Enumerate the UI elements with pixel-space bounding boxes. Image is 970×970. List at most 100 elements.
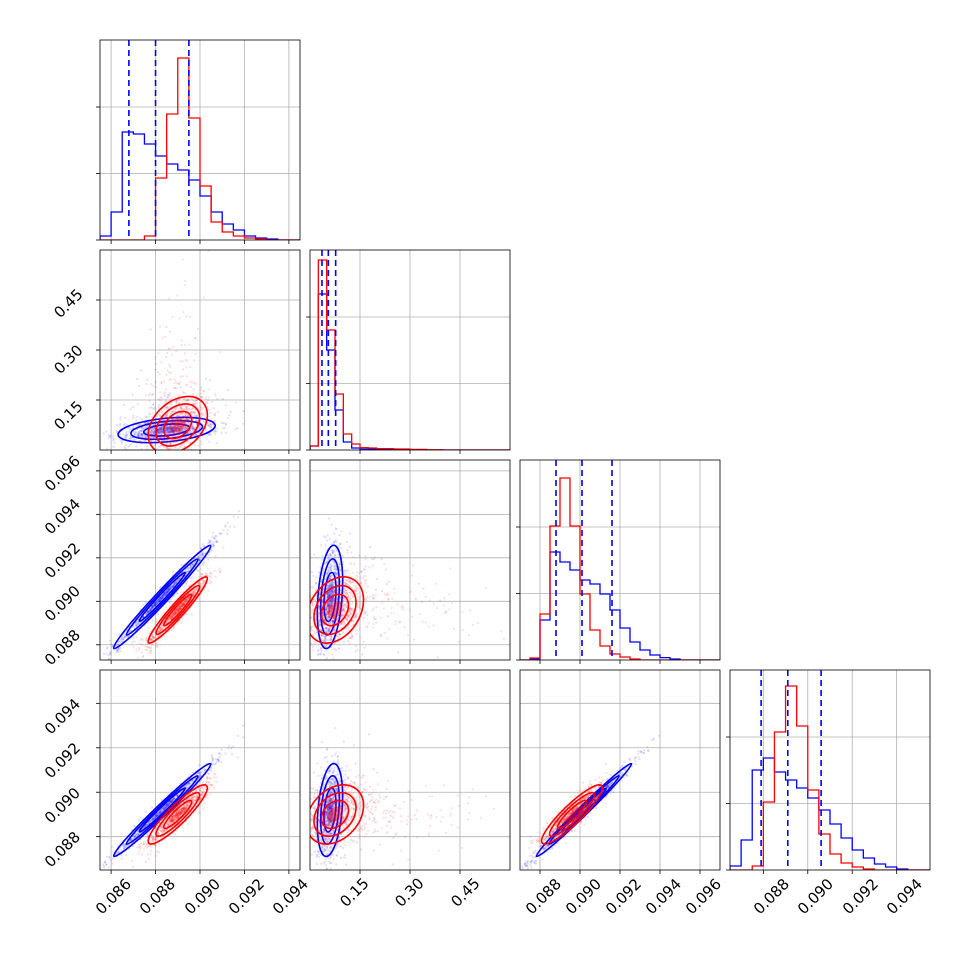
scatter-point: [161, 421, 164, 424]
scatter-point: [167, 588, 170, 591]
scatter-point: [174, 407, 177, 410]
scatter-point: [172, 431, 176, 435]
scatter-point: [324, 664, 326, 666]
scatter-point: [154, 356, 157, 359]
scatter-point: [137, 623, 140, 626]
scatter-point: [386, 637, 389, 640]
scatter-point: [122, 637, 125, 640]
scatter-point: [167, 601, 171, 604]
scatter-point: [333, 553, 336, 556]
scatter-point: [207, 539, 211, 542]
scatter-point: [329, 564, 332, 567]
scatter-point: [342, 597, 345, 600]
scatter-point: [178, 464, 180, 466]
scatter-point: [323, 636, 326, 640]
scatter-point: [137, 430, 141, 434]
scatter-point: [176, 609, 180, 612]
scatter-point: [173, 582, 176, 585]
scatter-point: [167, 434, 171, 437]
scatter-point: [166, 425, 169, 428]
scatter-point: [195, 422, 199, 425]
scatter-point: [195, 430, 199, 434]
scatter-point: [149, 439, 153, 442]
scatter-point: [181, 412, 184, 415]
scatter-point: [163, 595, 166, 598]
scatter-point: [97, 668, 99, 670]
scatter-point: [160, 595, 163, 598]
scatter-point: [332, 551, 335, 554]
scatter-point: [177, 414, 180, 417]
scatter-point: [187, 421, 190, 425]
scatter-point: [183, 352, 187, 355]
scatter-point: [150, 406, 153, 409]
scatter-point: [175, 417, 178, 421]
scatter-point: [375, 577, 378, 580]
scatter-point: [169, 412, 172, 415]
scatter-point: [89, 440, 91, 442]
scatter-point: [184, 422, 187, 425]
scatter-point: [169, 441, 172, 444]
scatter-point: [321, 644, 324, 647]
scatter-point: [156, 371, 159, 374]
scatter-point: [153, 427, 156, 430]
scatter-point: [202, 545, 205, 548]
scatter-point: [165, 356, 168, 359]
scatter-point: [151, 635, 154, 638]
scatter-point: [192, 593, 195, 596]
scatter-point: [167, 421, 170, 425]
scatter-point: [331, 588, 334, 592]
scatter-point: [172, 431, 175, 434]
scatter-point: [354, 614, 357, 617]
scatter-point: [179, 428, 182, 432]
scatter-point: [340, 610, 343, 613]
scatter-point: [140, 643, 144, 646]
scatter-point: [201, 434, 204, 437]
scatter-point: [172, 421, 175, 425]
scatter-point: [170, 426, 173, 429]
scatter-point: [213, 414, 217, 417]
scatter-point: [329, 553, 332, 556]
scatter-point: [179, 427, 182, 430]
scatter-point: [177, 427, 181, 431]
scatter-point: [151, 431, 154, 434]
scatter-point: [193, 590, 196, 593]
scatter-point: [115, 633, 118, 637]
scatter-point: [348, 580, 351, 583]
scatter-point: [171, 447, 174, 450]
scatter-point: [165, 590, 168, 593]
scatter-point: [177, 409, 180, 412]
scatter-point: [330, 568, 333, 571]
scatter-point: [154, 423, 157, 426]
scatter-point: [332, 581, 336, 584]
scatter-point: [336, 589, 339, 592]
scatter-point: [326, 572, 329, 575]
scatter-point: [175, 612, 178, 615]
scatter-point: [214, 394, 217, 398]
scatter-point: [328, 609, 331, 612]
scatter-point: [183, 602, 186, 605]
scatter-point: [174, 427, 177, 430]
panel-p00: [96, 39, 301, 244]
scatter-point: [208, 575, 212, 578]
scatter-point: [159, 396, 162, 399]
scatter-point: [124, 447, 127, 450]
scatter-point: [185, 597, 188, 600]
scatter-point: [166, 411, 169, 415]
scatter-point: [151, 438, 154, 441]
scatter-point: [185, 412, 188, 416]
scatter-point: [336, 628, 339, 632]
scatter-point: [167, 439, 170, 442]
scatter-point: [166, 406, 169, 409]
scatter-point: [186, 570, 189, 573]
scatter-point: [326, 534, 329, 537]
scatter-point: [354, 616, 357, 619]
scatter-point: [181, 602, 184, 605]
axes-frame: [519, 459, 721, 661]
scatter-point: [135, 650, 138, 653]
scatter-point: [332, 565, 336, 568]
scatter-point: [133, 433, 136, 436]
scatter-point: [172, 425, 175, 429]
scatter-point: [166, 427, 170, 430]
scatter-point: [177, 422, 180, 425]
scatter-point: [330, 636, 333, 639]
